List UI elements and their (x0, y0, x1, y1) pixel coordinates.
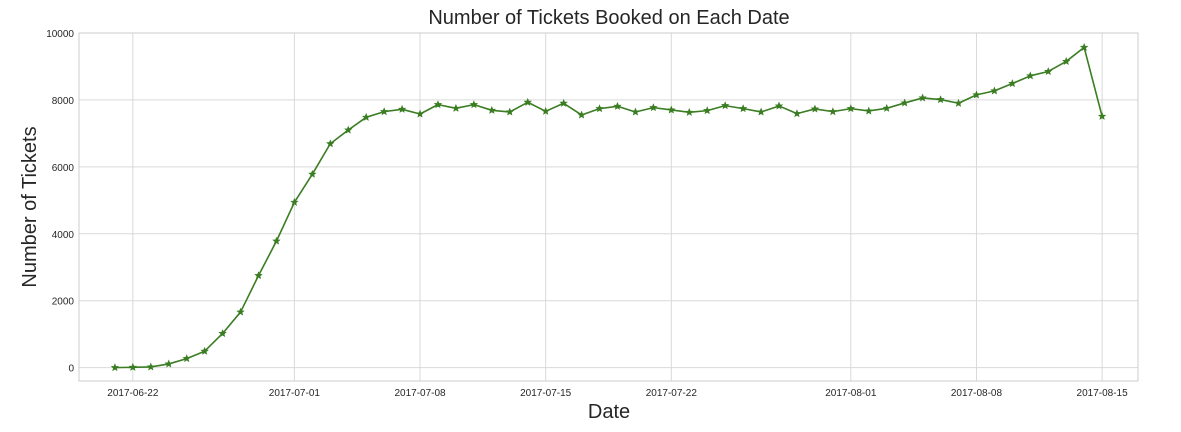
data-point (326, 139, 335, 148)
data-point (308, 169, 317, 178)
data-point (146, 362, 155, 371)
data-point (1026, 71, 1035, 80)
data-point (774, 101, 784, 110)
x-tick-label: 2017-08-01 (825, 388, 877, 399)
data-point (433, 100, 443, 109)
data-point (685, 107, 694, 116)
data-point (254, 271, 263, 280)
data-point (362, 112, 371, 121)
data-point (918, 93, 927, 102)
data-point (720, 101, 730, 110)
axis-ticks: 0 2000 4000 6000 8000 10000 2017-06-22 2017-07-… (46, 29, 1128, 399)
data-point (559, 98, 568, 107)
y-tick-label: 4000 (52, 230, 75, 241)
data-point (990, 86, 999, 95)
chart-title: Number of Tickets Booked on Each Date (428, 7, 789, 29)
data-point (110, 363, 120, 372)
data-point (469, 100, 479, 109)
data-point (613, 101, 622, 110)
data-point (756, 107, 766, 116)
data-point (379, 107, 389, 116)
x-tick-label: 2017-07-01 (269, 388, 321, 399)
data-point (936, 95, 945, 104)
data-point (792, 109, 802, 118)
data-point (846, 104, 855, 113)
data-point (972, 90, 981, 99)
y-tick-label: 8000 (52, 96, 75, 107)
data-point (595, 104, 604, 113)
data-point (505, 107, 514, 116)
plot-frame (78, 32, 1139, 382)
data-point (397, 104, 407, 113)
y-tick-label: 6000 (52, 163, 75, 174)
data-point (182, 354, 191, 363)
data-point (667, 105, 676, 114)
data-point (523, 97, 532, 106)
data-point (631, 107, 640, 116)
data-point (703, 106, 712, 115)
x-tick-label: 2017-07-22 (646, 388, 698, 399)
data-point (272, 236, 281, 245)
data-point (882, 103, 891, 112)
x-tick-label: 2017-08-08 (951, 388, 1003, 399)
series (110, 42, 1107, 372)
x-tick-label: 2017-07-08 (394, 388, 446, 399)
data-point (344, 125, 353, 134)
data-point (1079, 42, 1089, 51)
data-point (810, 104, 820, 113)
data-point (236, 307, 245, 316)
data-point (487, 105, 497, 114)
data-point (1062, 57, 1071, 65)
data-point (128, 362, 138, 371)
data-point (1097, 111, 1107, 120)
x-tick-label: 2017-08-15 (1077, 388, 1129, 399)
y-tick-label: 2000 (52, 297, 75, 308)
data-point (577, 110, 586, 119)
data-point (218, 329, 227, 338)
data-point (200, 346, 209, 355)
data-point (900, 98, 909, 107)
data-point (864, 106, 873, 115)
data-point (164, 359, 173, 368)
data-point (290, 197, 299, 206)
y-axis-label: Number of Tickets (19, 126, 41, 287)
data-point (1008, 79, 1017, 88)
series-line (114, 46, 1103, 369)
x-tick-label: 2017-06-22 (107, 388, 159, 399)
y-tick-label: 0 (68, 364, 74, 375)
data-point (415, 109, 425, 118)
x-tick-label: 2017-07-15 (520, 388, 572, 399)
data-point (954, 98, 963, 107)
y-tick-label: 10000 (46, 29, 74, 40)
data-point (451, 103, 461, 112)
data-point (541, 106, 550, 115)
data-point (1044, 67, 1053, 76)
data-point (828, 107, 838, 116)
data-point (649, 103, 658, 112)
grid (79, 32, 1138, 381)
x-axis-label: Date (588, 401, 630, 423)
data-point (738, 104, 748, 113)
